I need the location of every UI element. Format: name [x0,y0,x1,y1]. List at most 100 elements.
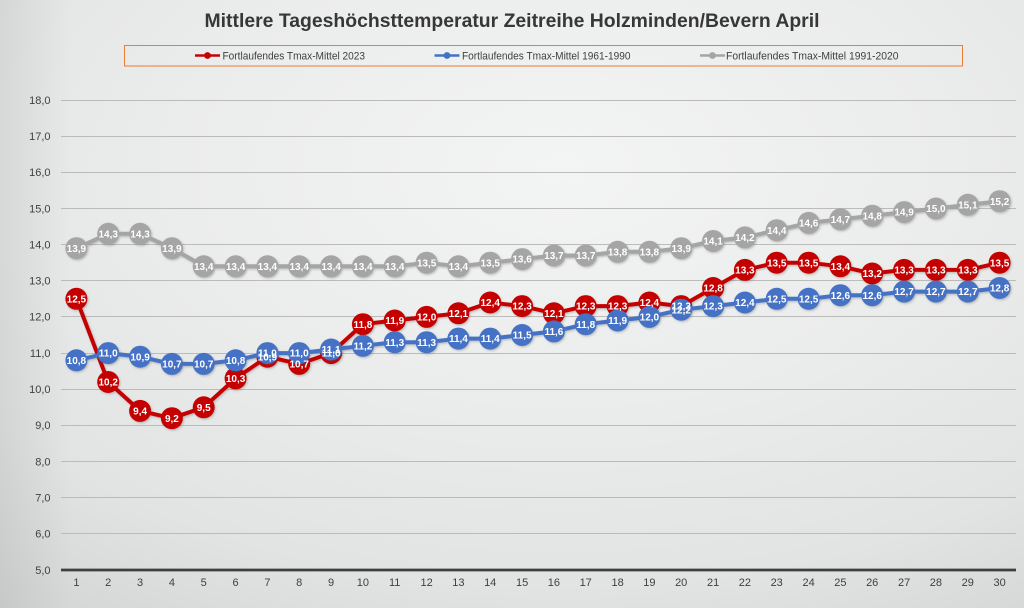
svg-text:15,2: 15,2 [990,197,1010,208]
svg-text:16,0: 16,0 [29,167,50,179]
svg-text:25: 25 [834,577,846,589]
svg-text:13,5: 13,5 [799,258,819,269]
svg-text:11,9: 11,9 [385,316,404,327]
svg-text:27: 27 [898,577,910,589]
svg-text:14,4: 14,4 [767,226,787,237]
svg-text:11,8: 11,8 [353,320,372,331]
svg-text:13,3: 13,3 [926,266,946,277]
svg-text:13,4: 13,4 [385,262,405,273]
svg-text:11,0: 11,0 [322,349,341,360]
svg-text:20: 20 [675,577,687,589]
svg-text:12,4: 12,4 [735,298,755,309]
svg-text:12,1: 12,1 [449,309,469,320]
svg-text:14,6: 14,6 [799,219,819,230]
svg-text:10,0: 10,0 [29,384,50,396]
svg-text:10: 10 [357,577,369,589]
svg-text:29: 29 [962,577,974,589]
svg-text:16: 16 [548,577,560,589]
svg-text:9,0: 9,0 [35,420,50,432]
svg-text:13,9: 13,9 [67,244,87,255]
svg-text:3: 3 [137,577,143,589]
svg-text:13,4: 13,4 [289,262,309,273]
svg-text:8,0: 8,0 [35,456,50,468]
svg-text:13,4: 13,4 [353,262,373,273]
svg-text:14,2: 14,2 [735,233,755,244]
svg-text:Fortlaufendes Tmax-Mittel 2023: Fortlaufendes Tmax-Mittel 2023 [223,50,366,62]
svg-text:13,8: 13,8 [640,247,660,258]
svg-text:5: 5 [201,577,207,589]
svg-text:11,3: 11,3 [385,338,404,349]
svg-text:13,7: 13,7 [576,251,596,262]
svg-text:12,7: 12,7 [894,287,914,298]
svg-text:12,4: 12,4 [640,298,660,309]
svg-text:9: 9 [328,577,334,589]
svg-text:12,0: 12,0 [29,312,50,324]
svg-text:11,0: 11,0 [290,349,309,360]
svg-text:1: 1 [73,577,79,589]
svg-text:13,8: 13,8 [608,247,628,258]
svg-text:17,0: 17,0 [29,131,50,143]
svg-text:13,3: 13,3 [958,266,978,277]
svg-text:13,2: 13,2 [862,269,882,280]
svg-text:14,0: 14,0 [29,239,50,251]
svg-text:9,2: 9,2 [165,414,179,425]
svg-text:13,4: 13,4 [194,262,214,273]
svg-text:28: 28 [930,577,942,589]
svg-text:12,7: 12,7 [958,287,978,298]
svg-text:6,0: 6,0 [35,529,50,541]
svg-text:9,5: 9,5 [197,403,211,414]
svg-text:5,0: 5,0 [35,565,50,577]
svg-text:18: 18 [611,577,623,589]
svg-text:12,5: 12,5 [767,294,787,305]
svg-text:11,8: 11,8 [576,320,595,331]
svg-text:11,5: 11,5 [513,331,532,342]
svg-text:14,7: 14,7 [831,215,851,226]
svg-text:13,4: 13,4 [449,262,469,273]
svg-text:13,6: 13,6 [512,255,532,266]
svg-text:11: 11 [389,577,400,589]
svg-text:13,4: 13,4 [321,262,341,273]
svg-text:12,3: 12,3 [671,302,691,313]
svg-text:13,4: 13,4 [831,262,851,273]
svg-text:12,0: 12,0 [640,313,660,324]
svg-text:6: 6 [233,577,239,589]
svg-text:14,3: 14,3 [98,229,118,240]
svg-text:11,6: 11,6 [544,327,563,338]
svg-text:10,8: 10,8 [226,356,246,367]
svg-text:7: 7 [264,577,270,589]
svg-text:12,3: 12,3 [703,302,723,313]
svg-text:19: 19 [643,577,655,589]
svg-text:13: 13 [452,577,464,589]
svg-text:11,4: 11,4 [449,334,468,345]
svg-text:Mittlere Tageshöchsttemperatur: Mittlere Tageshöchsttemperatur Zeitreihe… [205,11,820,32]
svg-text:10,9: 10,9 [258,352,278,363]
svg-text:10,3: 10,3 [226,374,246,385]
svg-text:12,2: 12,2 [671,305,691,316]
svg-text:13,3: 13,3 [735,266,755,277]
svg-text:24: 24 [802,577,814,589]
svg-text:14,8: 14,8 [862,211,882,222]
svg-text:11,1: 11,1 [322,345,341,356]
svg-text:10,2: 10,2 [98,378,118,389]
svg-text:23: 23 [771,577,783,589]
svg-text:12,8: 12,8 [703,284,723,295]
svg-text:14: 14 [484,577,496,589]
svg-text:11,0: 11,0 [258,349,277,360]
svg-text:10,8: 10,8 [67,356,87,367]
svg-text:18,0: 18,0 [29,95,50,107]
svg-text:15,0: 15,0 [926,204,946,215]
svg-text:13,4: 13,4 [226,262,246,273]
svg-text:11,4: 11,4 [481,334,500,345]
svg-text:13,9: 13,9 [671,244,691,255]
svg-text:12,3: 12,3 [576,302,596,313]
svg-text:15,1: 15,1 [958,200,978,211]
svg-text:11,0: 11,0 [99,349,118,360]
svg-text:13,4: 13,4 [258,262,278,273]
svg-text:11,3: 11,3 [417,338,436,349]
svg-text:12,6: 12,6 [862,291,882,302]
svg-text:7,0: 7,0 [35,493,50,505]
svg-text:10,9: 10,9 [130,352,150,363]
svg-text:12,7: 12,7 [926,287,946,298]
svg-text:26: 26 [866,577,878,589]
svg-text:13,5: 13,5 [990,258,1010,269]
